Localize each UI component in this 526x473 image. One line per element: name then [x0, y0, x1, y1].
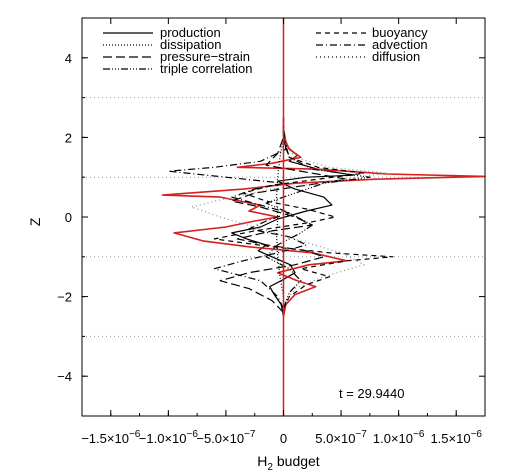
series-line-5 [265, 125, 371, 309]
legend-left-label-1: dissipation [160, 37, 221, 52]
x-tick-label-4: 5.0×10−7 [315, 429, 367, 446]
legend: productiondissipationpressure−straintrip… [103, 25, 428, 76]
x-tick-mantissa-6: 1.5×10 [430, 431, 470, 446]
legend-left-label-3: triple correlation [160, 61, 253, 76]
series-line-3 [213, 125, 394, 309]
series-line-6 [190, 129, 388, 305]
x-tick-exponent-5: −6 [413, 429, 425, 440]
x-tick-label-1: −1.0×10−6 [139, 429, 199, 446]
series-line-4 [167, 125, 308, 309]
legend-left-label-2: pressure−strain [160, 49, 250, 64]
y-axis-title: Z [27, 217, 43, 226]
y-tick-label-3: 2 [65, 130, 72, 145]
legend-left-label-0: production [160, 25, 221, 40]
x-tick-label-6: 1.5×10−6 [430, 429, 482, 446]
x-tick-mantissa-3: 0 [280, 431, 287, 446]
x-axis-title-main: H [257, 453, 267, 469]
x-tick-label-5: 1.0×10−6 [373, 429, 425, 446]
x-tick-mantissa-0: −1.5×10 [81, 431, 129, 446]
time-annotation: t = 29.9440 [339, 386, 404, 401]
legend-right-label-1: advection [372, 37, 428, 52]
x-tick-exponent-0: −6 [129, 429, 141, 440]
y-axis-ticks: −4 −2 0 2 4 [57, 17, 485, 417]
x-tick-mantissa-5: 1.0×10 [373, 431, 413, 446]
x-tick-mantissa-1: −1.0×10 [139, 431, 187, 446]
x-axis-title-subscript: 2 [267, 462, 273, 473]
y-tick-label-2: 0 [65, 210, 72, 225]
x-tick-exponent-2: −7 [244, 429, 256, 440]
y-tick-label-0: −4 [57, 369, 72, 384]
x-tick-mantissa-4: 5.0×10 [315, 431, 355, 446]
x-tick-exponent-1: −6 [187, 429, 199, 440]
legend-right-label-0: buoyancy [372, 25, 428, 40]
x-axis-ticks: −1.5×10−6−1.0×10−6−5.0×10−7 0 5.0×10−7 1.0×… [81, 18, 486, 446]
x-tick-exponent-4: −7 [355, 429, 367, 440]
y-tick-label-1: −2 [57, 290, 72, 305]
legend-right-label-2: diffusion [372, 49, 420, 64]
x-tick-label-2: −5.0×10−7 [196, 429, 256, 446]
x-tick-exponent-6: −6 [471, 429, 483, 440]
x-tick-mantissa-2: −5.0×10 [196, 431, 244, 446]
y-tick-label-4: 4 [65, 51, 72, 66]
x-tick-label-0: −1.5×10−6 [81, 429, 141, 446]
x-axis-title: H2 budget [257, 453, 320, 473]
x-tick-label-3: 0 [280, 431, 287, 446]
x-axis-title-rest: budget [273, 453, 320, 469]
